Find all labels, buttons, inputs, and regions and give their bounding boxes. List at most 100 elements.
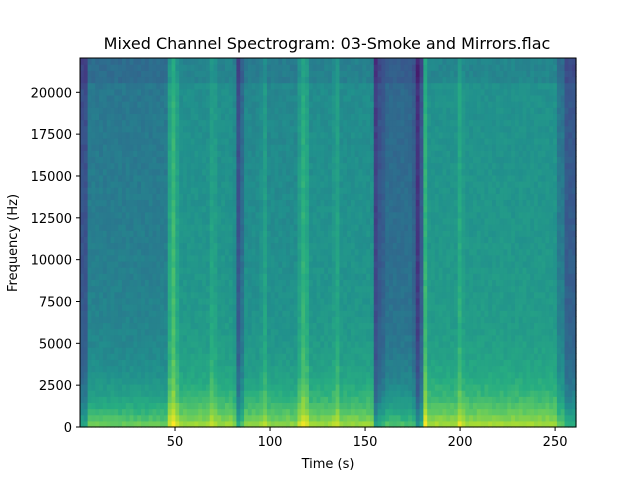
heatmap-cell <box>167 316 173 324</box>
heatmap-cell <box>152 396 157 403</box>
heatmap-cell <box>87 340 93 348</box>
heatmap-cell <box>183 230 188 237</box>
heatmap-cell <box>171 260 176 268</box>
heatmap-cell <box>83 131 89 139</box>
heatmap-cell <box>160 353 165 360</box>
heatmap-cell <box>278 94 283 102</box>
heatmap-cell <box>137 408 142 416</box>
heatmap-cell <box>308 390 314 397</box>
heatmap-cell <box>366 248 371 256</box>
heatmap-cell <box>163 187 169 194</box>
heatmap-cell <box>144 340 150 348</box>
heatmap-cell <box>224 144 230 151</box>
heatmap-cell <box>331 304 337 311</box>
heatmap-cell <box>312 236 318 244</box>
heatmap-cell <box>106 414 112 422</box>
heatmap-cell <box>87 402 93 410</box>
heatmap-cell <box>286 64 291 71</box>
heatmap-cell <box>255 156 260 164</box>
heatmap-cell <box>102 224 108 231</box>
heatmap-cell <box>266 285 272 293</box>
heatmap-cell <box>259 359 264 367</box>
heatmap-cell <box>312 371 318 379</box>
heatmap-cell <box>114 334 119 342</box>
heatmap-cell <box>373 297 379 305</box>
heatmap-cell <box>373 131 379 139</box>
heatmap-cell <box>137 254 142 262</box>
heatmap-cell <box>118 70 123 78</box>
heatmap-cell <box>312 70 318 78</box>
heatmap-cell <box>99 242 104 250</box>
heatmap-cell <box>141 205 146 213</box>
heatmap-cell <box>312 107 318 114</box>
heatmap-cell <box>259 205 264 213</box>
heatmap-cell <box>255 150 260 157</box>
heatmap-cell <box>282 64 287 71</box>
heatmap-cell <box>289 347 295 354</box>
heatmap-cell <box>328 70 333 78</box>
heatmap-cell <box>247 359 253 367</box>
heatmap-cell <box>232 156 238 164</box>
heatmap-cell <box>308 396 314 403</box>
heatmap-cell <box>221 137 226 145</box>
heatmap-cell <box>286 328 291 336</box>
heatmap-cell <box>129 88 135 96</box>
heatmap-cell <box>224 297 230 305</box>
heatmap-cell <box>244 371 249 379</box>
heatmap-cell <box>247 76 253 84</box>
heatmap-cell <box>255 107 260 114</box>
heatmap-cell <box>91 285 96 293</box>
heatmap-cell <box>99 291 104 299</box>
heatmap-cell <box>121 230 127 237</box>
heatmap-cell <box>373 267 379 274</box>
heatmap-cell <box>190 64 196 71</box>
heatmap-cell <box>217 131 222 139</box>
heatmap-cell <box>358 193 363 201</box>
heatmap-cell <box>125 82 131 90</box>
heatmap-cell <box>156 193 161 201</box>
heatmap-cell <box>236 396 241 403</box>
heatmap-cell <box>83 168 89 176</box>
heatmap-cell <box>121 125 127 133</box>
heatmap-cell <box>160 131 165 139</box>
heatmap-cell <box>381 273 386 280</box>
heatmap-cell <box>205 113 211 121</box>
heatmap-cell <box>236 64 241 71</box>
heatmap-cell <box>163 181 169 188</box>
heatmap-cell <box>95 420 100 428</box>
heatmap-cell <box>247 414 253 422</box>
heatmap-cell <box>240 230 245 237</box>
heatmap-cell <box>213 94 218 102</box>
heatmap-cell <box>343 279 348 287</box>
heatmap-cell <box>354 365 360 373</box>
heatmap-cell <box>205 88 211 96</box>
heatmap-cell <box>289 193 295 201</box>
heatmap-cell <box>198 279 203 287</box>
heatmap-cell <box>377 82 383 90</box>
heatmap-cell <box>331 328 337 336</box>
heatmap-cell <box>354 248 360 256</box>
heatmap-cell <box>232 396 238 403</box>
heatmap-cell <box>205 101 211 108</box>
heatmap-cell <box>392 125 398 133</box>
heatmap-cell <box>274 297 279 305</box>
heatmap-cell <box>335 211 341 219</box>
heatmap-cell <box>141 359 146 367</box>
heatmap-cell <box>328 279 333 287</box>
heatmap-cell <box>247 156 253 164</box>
heatmap-cell <box>289 353 295 360</box>
heatmap-cell <box>137 297 142 305</box>
heatmap-cell <box>328 150 333 157</box>
heatmap-cell <box>179 125 184 133</box>
heatmap-cell <box>110 328 115 336</box>
heatmap-cell <box>91 181 96 188</box>
heatmap-cell <box>183 291 188 299</box>
heatmap-cell <box>358 402 363 410</box>
heatmap-cell <box>278 88 283 96</box>
heatmap-cell <box>369 70 375 78</box>
heatmap-cell <box>240 107 245 114</box>
heatmap-cell <box>87 174 93 182</box>
heatmap-cell <box>221 279 226 287</box>
heatmap-cell <box>152 273 157 280</box>
heatmap-cell <box>236 82 241 90</box>
